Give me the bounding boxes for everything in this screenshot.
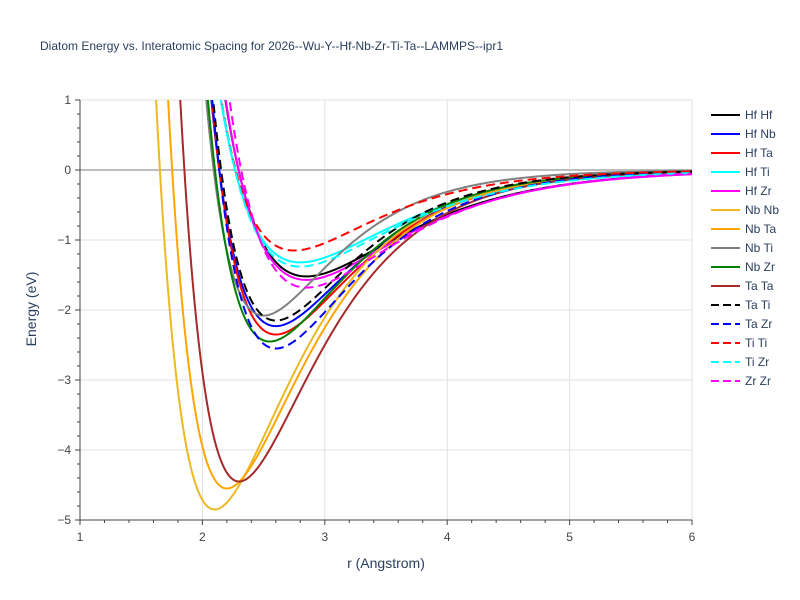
legend-item[interactable]: Nb Zr	[711, 260, 775, 274]
series-line-hf-hf	[224, 100, 692, 278]
series-line-hf-ta	[210, 100, 692, 336]
series-line-ta-ti	[212, 100, 692, 322]
y-tick-label: 0	[64, 163, 71, 177]
legend-item[interactable]: Nb Ta	[711, 222, 776, 236]
legend-label: Ta Zr	[745, 317, 772, 331]
legend-item[interactable]: Ta Zr	[711, 317, 772, 331]
y-tick-label: −4	[57, 443, 71, 457]
legend-item[interactable]: Hf Hf	[711, 108, 773, 122]
legend-label: Nb Ta	[745, 222, 776, 236]
y-axis-label: Energy (eV)	[23, 272, 39, 347]
legend-label: Nb Nb	[745, 203, 779, 217]
legend-item[interactable]: Hf Nb	[711, 127, 776, 141]
x-axis-label: r (Angstrom)	[347, 555, 425, 571]
legend-item[interactable]: Hf Ta	[711, 146, 773, 160]
y-tick-label: −2	[57, 303, 71, 317]
legend: Hf Hf Hf Nb Hf Ta Hf Ti Hf Zr Nb Nb Nb Ta Nb Ti…	[711, 108, 779, 388]
legend-item[interactable]: Zr Zr	[711, 374, 771, 388]
axes: 1 2 3 4 5 6 1 0 −1 −2 −3 −4 −5	[57, 93, 695, 544]
x-tick-label: 6	[689, 530, 696, 544]
legend-label: Ti Ti	[745, 336, 767, 350]
legend-label: Hf Ti	[745, 165, 770, 179]
legend-item[interactable]: Ti Zr	[711, 355, 769, 369]
chart-title: Diatom Energy vs. Interatomic Spacing fo…	[40, 39, 503, 53]
x-tick-label: 5	[566, 530, 573, 544]
legend-item[interactable]: Ti Ti	[711, 336, 767, 350]
y-tick-label: 1	[64, 93, 71, 107]
legend-label: Hf Hf	[745, 108, 773, 122]
legend-item[interactable]: Nb Ti	[711, 241, 773, 255]
legend-item[interactable]: Ta Ta	[711, 279, 774, 293]
series-line-zr-zr	[228, 100, 692, 289]
legend-label: Ta Ta	[745, 279, 774, 293]
plot-area	[155, 100, 692, 511]
series-line-nb-zr	[206, 100, 692, 343]
x-tick-label: 3	[321, 530, 328, 544]
series-line-nb-ta	[167, 100, 692, 490]
y-tick-label: −1	[57, 233, 71, 247]
y-tick-label: −3	[57, 373, 71, 387]
legend-item[interactable]: Ta Ti	[711, 298, 770, 312]
y-tick-label: −5	[57, 513, 71, 527]
x-tick-label: 2	[199, 530, 206, 544]
legend-item[interactable]: Nb Nb	[711, 203, 779, 217]
legend-label: Ti Zr	[745, 355, 769, 369]
legend-item[interactable]: Hf Ti	[711, 165, 770, 179]
series-line-ta-ta	[179, 100, 692, 483]
series-line-ta-zr	[211, 100, 692, 350]
series-line-ti-ti	[220, 100, 692, 252]
series-line-hf-nb	[210, 100, 692, 328]
x-tick-label: 4	[444, 530, 451, 544]
series-line-hf-ti	[219, 100, 692, 264]
legend-label: Nb Zr	[745, 260, 775, 274]
series-line-ti-zr	[220, 100, 692, 268]
legend-label: Ta Ti	[745, 298, 770, 312]
x-tick-label: 1	[77, 530, 84, 544]
legend-label: Hf Zr	[745, 184, 772, 198]
legend-item[interactable]: Hf Zr	[711, 184, 772, 198]
legend-label: Nb Ti	[745, 241, 773, 255]
legend-label: Zr Zr	[745, 374, 771, 388]
legend-label: Hf Ta	[745, 146, 773, 160]
legend-label: Hf Nb	[745, 127, 776, 141]
series-line-nb-ti	[205, 100, 692, 317]
